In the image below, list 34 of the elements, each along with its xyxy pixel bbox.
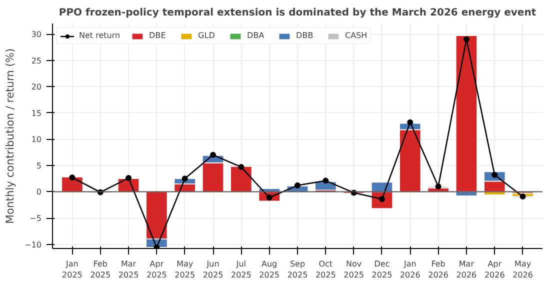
y-tick-label: 5 [36, 161, 42, 170]
y-tick-label: 0 [36, 188, 42, 197]
x-tick-label: May 2026 [512, 260, 533, 280]
y-tick-label: −5 [30, 214, 42, 224]
x-tick-label: Jan 2026 [400, 260, 420, 280]
x-tick-label: Sep 2025 [287, 260, 308, 280]
x-tick-label: Feb 2025 [90, 260, 111, 280]
y-tick-label: 20 [31, 82, 42, 92]
chart-title: PPO frozen-policy temporal extension is dominated by the March 2026 energy event [58, 8, 536, 18]
x-tick-label: Aug 2025 [259, 260, 280, 280]
x-tick-label: Apr 2026 [484, 260, 505, 280]
x-tick-label: Feb 2026 [428, 260, 448, 280]
y-tick-label: 10 [31, 135, 42, 144]
legend-label: CASH [345, 31, 368, 40]
legend-label: GLD [198, 31, 216, 40]
legend-label: DBE [149, 31, 167, 40]
y-tick-label: 15 [31, 108, 42, 118]
x-tick-label: Jun 2025 [202, 260, 224, 280]
x-tick-label: Jan 2025 [62, 260, 82, 280]
x-tick-label: Jul 2025 [231, 260, 252, 280]
x-tick-label: May 2025 [174, 260, 196, 280]
x-tick-label: Mar 2026 [456, 260, 477, 280]
y-tick-label: −10 [24, 240, 42, 250]
x-tick-label: Nov 2025 [344, 260, 364, 280]
legend-label: DBA [247, 31, 266, 40]
legend-label: DBB [296, 31, 314, 40]
y-tick-label: 25 [31, 56, 42, 66]
y-tick-label: 30 [31, 30, 42, 40]
x-tick-label: Oct 2025 [315, 260, 336, 280]
x-tick-label: Dec 2025 [372, 260, 392, 280]
legend-label: Net return [79, 31, 120, 40]
y-axis-title: Monthly contribution / return (%) [4, 48, 17, 224]
x-tick-label: Mar 2025 [118, 260, 139, 280]
x-tick-label: Apr 2025 [146, 260, 167, 280]
